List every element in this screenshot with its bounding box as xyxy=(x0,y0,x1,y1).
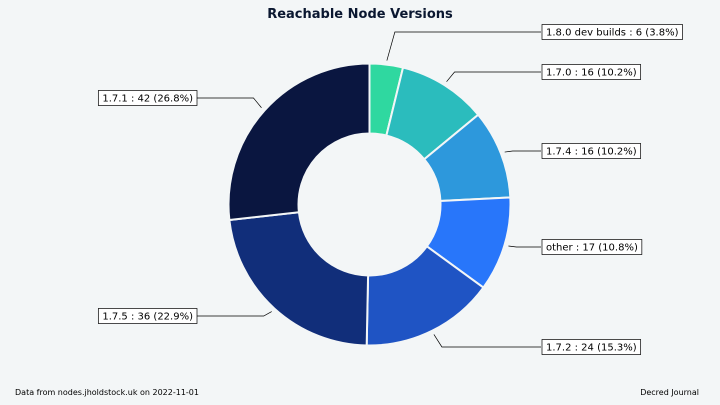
slice-label-box xyxy=(541,24,683,40)
leader-line xyxy=(433,334,541,348)
slice-label: 1.7.5 : 36 (22.9%) xyxy=(102,312,193,323)
slice-1-7-5 xyxy=(228,211,370,347)
slice-label: other : 17 (10.8%) xyxy=(546,243,638,254)
slice-label-box xyxy=(541,239,643,255)
leader-line xyxy=(508,245,541,248)
slice-label: 1.7.2 : 24 (15.3%) xyxy=(546,343,637,354)
slice-label: 1.7.1 : 42 (26.8%) xyxy=(102,94,193,105)
slice-label-box xyxy=(97,308,198,324)
leader-line xyxy=(386,31,541,61)
slice-label: 1.7.4 : 16 (10.2%) xyxy=(546,147,637,158)
donut-slices xyxy=(227,62,512,347)
label-leaders xyxy=(197,31,541,348)
leader-line xyxy=(197,311,272,317)
slice-1-7-1 xyxy=(227,62,371,222)
slice-label: 1.8.0 dev builds : 6 (3.8%) xyxy=(546,28,679,39)
slice-label-box xyxy=(541,143,642,159)
leader-line xyxy=(504,150,541,153)
chart-title: Reachable Node Versions xyxy=(267,7,453,22)
footer-source: Data from nodes.jholdstock.uk on 2022-11… xyxy=(15,388,199,397)
footer-credit: Decred Journal xyxy=(640,388,699,397)
leader-line xyxy=(446,71,541,82)
slice-label-box xyxy=(97,90,198,106)
slice-label-box xyxy=(541,64,642,80)
slice-label: 1.7.0 : 16 (10.2%) xyxy=(546,68,637,79)
slice-labels: 1.8.0 dev builds : 6 (3.8%) 1.7.0 : 16 (1… xyxy=(97,24,683,355)
leader-line xyxy=(197,97,262,108)
slice-label-box xyxy=(541,339,642,355)
